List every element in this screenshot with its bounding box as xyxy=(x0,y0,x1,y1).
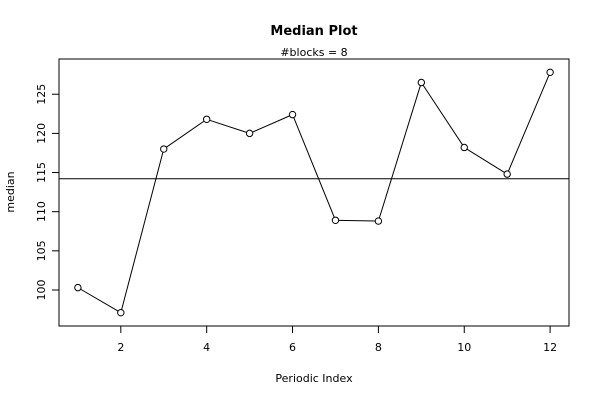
series-segment xyxy=(166,120,205,148)
y-axis: 100 105 110 115 120 125 xyxy=(35,84,59,300)
series-segment xyxy=(338,219,376,222)
series-segment xyxy=(378,85,421,219)
data-point xyxy=(117,308,125,317)
data-point xyxy=(202,115,211,123)
x-tick-label: 4 xyxy=(203,341,210,354)
data-point xyxy=(331,216,340,224)
data-point xyxy=(74,283,82,292)
y-tick-label: 100 xyxy=(35,279,48,300)
data-point xyxy=(546,68,554,77)
median-series xyxy=(74,68,554,317)
series-segment xyxy=(80,288,119,312)
chart-title: Median Plot xyxy=(270,24,357,39)
series-segment xyxy=(121,152,164,310)
series-segment xyxy=(252,115,290,133)
y-tick-label: 105 xyxy=(35,240,48,261)
data-point xyxy=(374,217,383,225)
y-tick-label: 125 xyxy=(35,84,48,105)
series-segment xyxy=(507,75,550,172)
y-tick-label: 115 xyxy=(35,162,48,183)
series-segment xyxy=(422,84,463,146)
data-point xyxy=(288,110,297,119)
x-axis: 2 4 6 8 10 12 xyxy=(117,326,557,354)
x-axis-label: Periodic Index xyxy=(275,372,353,385)
series-segment xyxy=(293,117,335,218)
data-point xyxy=(417,78,426,87)
x-tick-label: 6 xyxy=(289,341,296,354)
chart-subtitle: #blocks = 8 xyxy=(280,46,347,59)
plot-box xyxy=(58,58,570,327)
series-segment xyxy=(209,119,247,133)
x-tick-label: 12 xyxy=(543,341,557,354)
y-tick-label: 120 xyxy=(35,123,48,144)
data-point xyxy=(503,170,511,178)
x-tick-label: 2 xyxy=(117,341,124,354)
data-point xyxy=(460,143,468,152)
x-tick-label: 10 xyxy=(457,341,471,354)
data-point xyxy=(160,145,168,153)
data-point xyxy=(245,129,254,138)
y-tick-label: 110 xyxy=(35,201,48,222)
x-tick-label: 8 xyxy=(375,341,382,354)
y-axis-label: median xyxy=(4,171,17,212)
series-segment xyxy=(466,148,505,173)
